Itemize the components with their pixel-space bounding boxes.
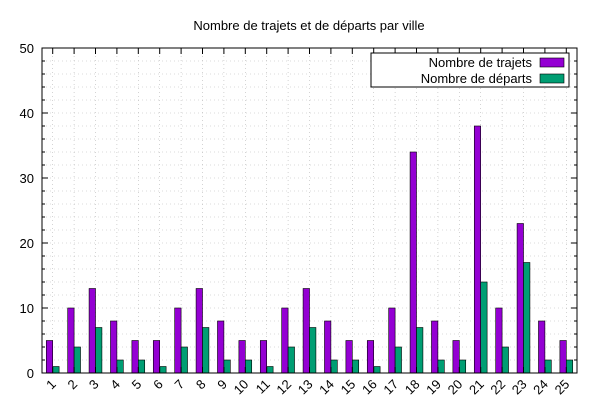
y-tick-label: 20 (20, 236, 34, 251)
bar-trajets (67, 307, 75, 374)
bar-trajets (88, 288, 96, 374)
bar-trajets (324, 320, 332, 374)
bar-departs (202, 327, 210, 374)
bar-trajets (152, 340, 160, 374)
bar-trajets (174, 307, 182, 374)
bar-trajets (452, 340, 460, 374)
bar-departs (95, 327, 103, 374)
bar-departs (523, 262, 531, 374)
bar-departs (180, 346, 188, 374)
bar-trajets (131, 340, 139, 374)
bar-departs (309, 327, 317, 374)
bar-departs (544, 359, 552, 374)
bar-departs (266, 366, 274, 374)
bar-trajets (45, 340, 53, 374)
bar-departs (416, 327, 424, 374)
bar-trajets (538, 320, 546, 374)
bars (45, 125, 574, 374)
bar-departs (501, 346, 509, 374)
bar-trajets (388, 307, 396, 374)
bar-departs (159, 366, 167, 374)
bar-trajets (473, 125, 481, 374)
y-tick-label: 50 (20, 41, 34, 56)
bar-departs (52, 366, 60, 374)
bar-trajets (516, 223, 524, 374)
legend-swatch-trajets (539, 57, 565, 68)
bar-trajets (110, 320, 118, 374)
legend-label-departs: Nombre de départs (421, 71, 533, 86)
bar-departs (437, 359, 445, 374)
legend-swatch-departs (539, 73, 565, 84)
bar-trajets (195, 288, 203, 374)
bar-departs (116, 359, 124, 374)
bar-departs (138, 359, 146, 374)
bar-departs (351, 359, 360, 374)
y-tick-label: 30 (20, 171, 34, 186)
legend: Nombre de trajets Nombre de départs (370, 52, 570, 88)
bar-departs (565, 359, 574, 374)
bar-trajets (281, 307, 289, 374)
bar-departs (223, 359, 231, 374)
bar-trajets (302, 288, 310, 374)
y-tick-label: 0 (27, 366, 34, 381)
bar-trajets (409, 151, 417, 374)
y-tick-label: 10 (20, 301, 34, 316)
chart-title: Nombre de trajets et de départs par vill… (193, 18, 424, 33)
bar-departs (73, 346, 81, 374)
bar-departs (330, 359, 338, 374)
bar-trajets (259, 340, 267, 374)
bar-trajets (559, 340, 567, 374)
bar-trajets (495, 307, 503, 374)
bar-departs (287, 346, 295, 374)
bar-trajets (217, 320, 225, 374)
bar-departs (480, 281, 488, 374)
bar-trajets (431, 320, 439, 374)
legend-box (370, 52, 570, 88)
bar-departs (394, 346, 402, 374)
bar-trajets (366, 340, 374, 374)
bar-departs (245, 359, 253, 374)
bar-departs (373, 366, 381, 374)
y-axis-tick-labels: 0 10 20 30 40 50 (20, 41, 34, 381)
legend-label-trajets: Nombre de trajets (429, 55, 533, 70)
bar-trajets (345, 340, 353, 374)
bar-departs (458, 359, 467, 374)
y-tick-label: 40 (20, 106, 34, 121)
bar-trajets (238, 340, 246, 374)
